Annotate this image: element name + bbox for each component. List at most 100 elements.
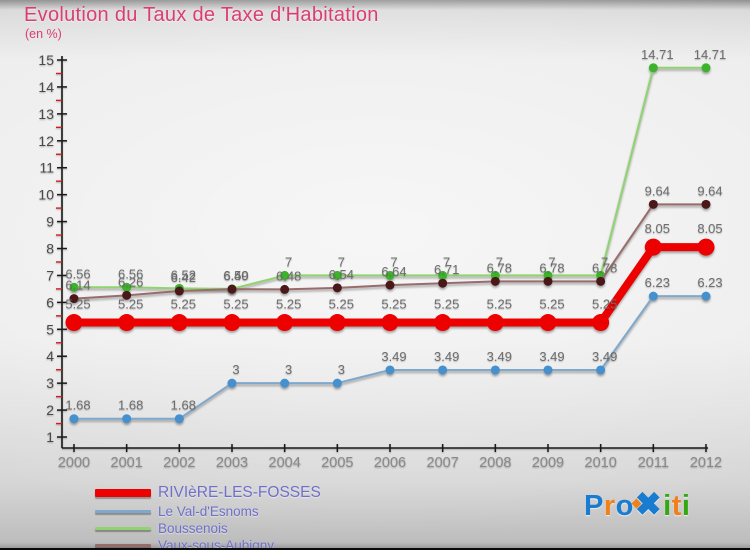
data-point [648, 199, 658, 209]
value-label: 7 [443, 254, 450, 269]
y-axis-tick-label: 8 [46, 241, 54, 257]
y-axis-tick-label: 11 [39, 160, 54, 176]
value-label: 8.05 [645, 221, 670, 236]
value-labels-RIVIèRE-LES-FOSSES: 5.25 5.25 5.25 5.25 5.25 5.25 5.25 5.25 5.25 5.25… [65, 221, 722, 311]
x-axis-year-label: 2001 [111, 455, 143, 471]
x-axis-year-label: 2004 [269, 455, 301, 471]
value-label: 7 [548, 254, 555, 269]
value-label: 3.49 [434, 349, 459, 364]
data-point [438, 365, 448, 375]
value-labels-Boussenois: 6.56 6.56 6.52 6.50 7 7 7 7 7 7 7 14.71 14.71 [65, 47, 726, 283]
x-axis-year-label: 2009 [532, 455, 564, 471]
data-point [701, 63, 711, 73]
legend: RIVIèRE-LES-FOSSES Le Val-d'Esnoms Bouss… [95, 484, 321, 550]
legend-item-riviere-les-fosses: RIVIèRE-LES-FOSSES [95, 484, 321, 502]
legend-label: Vaux-sous-Aubigny [158, 538, 275, 550]
value-label: 9.64 [645, 183, 670, 198]
value-label: 6.48 [276, 268, 301, 283]
value-label: 3 [338, 362, 345, 377]
x-axis-year-label: 2005 [321, 455, 353, 471]
value-label: 3.49 [487, 349, 512, 364]
logo-letter: ✖ [631, 488, 663, 520]
data-point [69, 414, 79, 424]
y-axis-tick-label: 15 [38, 52, 54, 68]
x-axis-year-label: 2002 [163, 455, 195, 471]
x-axis-year-label: 2008 [479, 455, 511, 471]
value-label: 5.25 [223, 297, 248, 312]
data-point [69, 294, 79, 304]
x-axis-year-label: 2000 [58, 455, 90, 471]
data-point [69, 282, 79, 292]
value-label: 1.68 [171, 398, 196, 413]
y-axis-tick-label: 9 [46, 214, 54, 230]
data-point [332, 378, 342, 388]
value-label: 3 [232, 362, 239, 377]
data-point [328, 314, 346, 332]
data-point [543, 276, 553, 286]
value-label: 6.54 [329, 267, 354, 282]
legend-swatch-vaux-sous-aubigny [95, 544, 151, 547]
y-axis-tick-label: 2 [46, 402, 54, 418]
value-label: 3.49 [539, 349, 564, 364]
data-point [118, 314, 136, 332]
y-axis-tick-label: 12 [38, 133, 54, 149]
data-point [486, 314, 504, 332]
data-point [592, 314, 610, 332]
logo-letter: t [671, 490, 682, 522]
logo-letter: i [663, 490, 672, 522]
data-point [223, 314, 241, 332]
data-point [697, 238, 715, 256]
data-point [174, 286, 184, 296]
value-label: 5.25 [329, 297, 354, 312]
data-point [385, 280, 395, 290]
value-label: 6.42 [171, 270, 196, 285]
chart-title: Evolution du Taux de Taxe d'Habitation [24, 4, 379, 26]
value-label: 6.56 [65, 266, 90, 281]
y-axis-tick-label: 13 [38, 106, 54, 122]
data-point [385, 365, 395, 375]
data-point [438, 278, 448, 288]
legend-item-vaux-sous-aubigny: Vaux-sous-Aubigny [95, 538, 321, 550]
value-labels-Le Val-d'Esnoms: 1.68 1.68 1.68 3 3 3 3.49 3.49 3.49 3.49 3.49 6.23 6… [65, 275, 722, 413]
value-label: 7 [601, 254, 608, 269]
legend-item-le-val-d-esnoms: Le Val-d'Esnoms [95, 504, 321, 519]
value-label: 6.26 [118, 274, 143, 289]
value-label: 6.78 [487, 260, 512, 275]
value-label: 5.25 [65, 297, 90, 312]
x-axis-year-label: 2010 [585, 455, 617, 471]
value-label: 6.78 [539, 260, 564, 275]
logo-letter: i [681, 490, 691, 522]
logo-letter: r [603, 490, 616, 522]
y-axis-tick-label: 1 [46, 429, 54, 445]
proxiti-logo: Pro✖ iti [584, 488, 690, 523]
value-label: 6.52 [171, 267, 196, 282]
y-axis-tick-label: 6 [46, 294, 54, 310]
value-label: 6.56 [118, 266, 143, 281]
data-point [122, 282, 132, 292]
value-label: 5.25 [434, 297, 459, 312]
data-point [596, 365, 606, 375]
legend-label: Le Val-d'Esnoms [158, 504, 259, 519]
value-label: 8.05 [697, 221, 722, 236]
value-label: 1.68 [65, 398, 90, 413]
data-point [539, 314, 557, 332]
data-point [280, 270, 290, 280]
value-label: 7 [338, 254, 345, 269]
value-label: 6.23 [645, 275, 670, 290]
legend-swatch-riviere-les-fosses [95, 489, 151, 497]
value-label: 5.25 [487, 297, 512, 312]
value-label: 6.71 [434, 262, 459, 277]
x-axis-year-label: 2012 [690, 455, 722, 471]
data-point [701, 291, 711, 301]
logo-dot [631, 498, 642, 509]
legend-item-boussenois: Boussenois [95, 521, 321, 536]
x-axis-year-label: 2007 [427, 455, 459, 471]
data-point [65, 314, 83, 332]
value-label: 3.49 [592, 349, 617, 364]
data-point [276, 314, 294, 332]
value-label: 1.68 [118, 398, 143, 413]
value-label: 5.25 [171, 297, 196, 312]
logo-letter: o [615, 490, 634, 522]
